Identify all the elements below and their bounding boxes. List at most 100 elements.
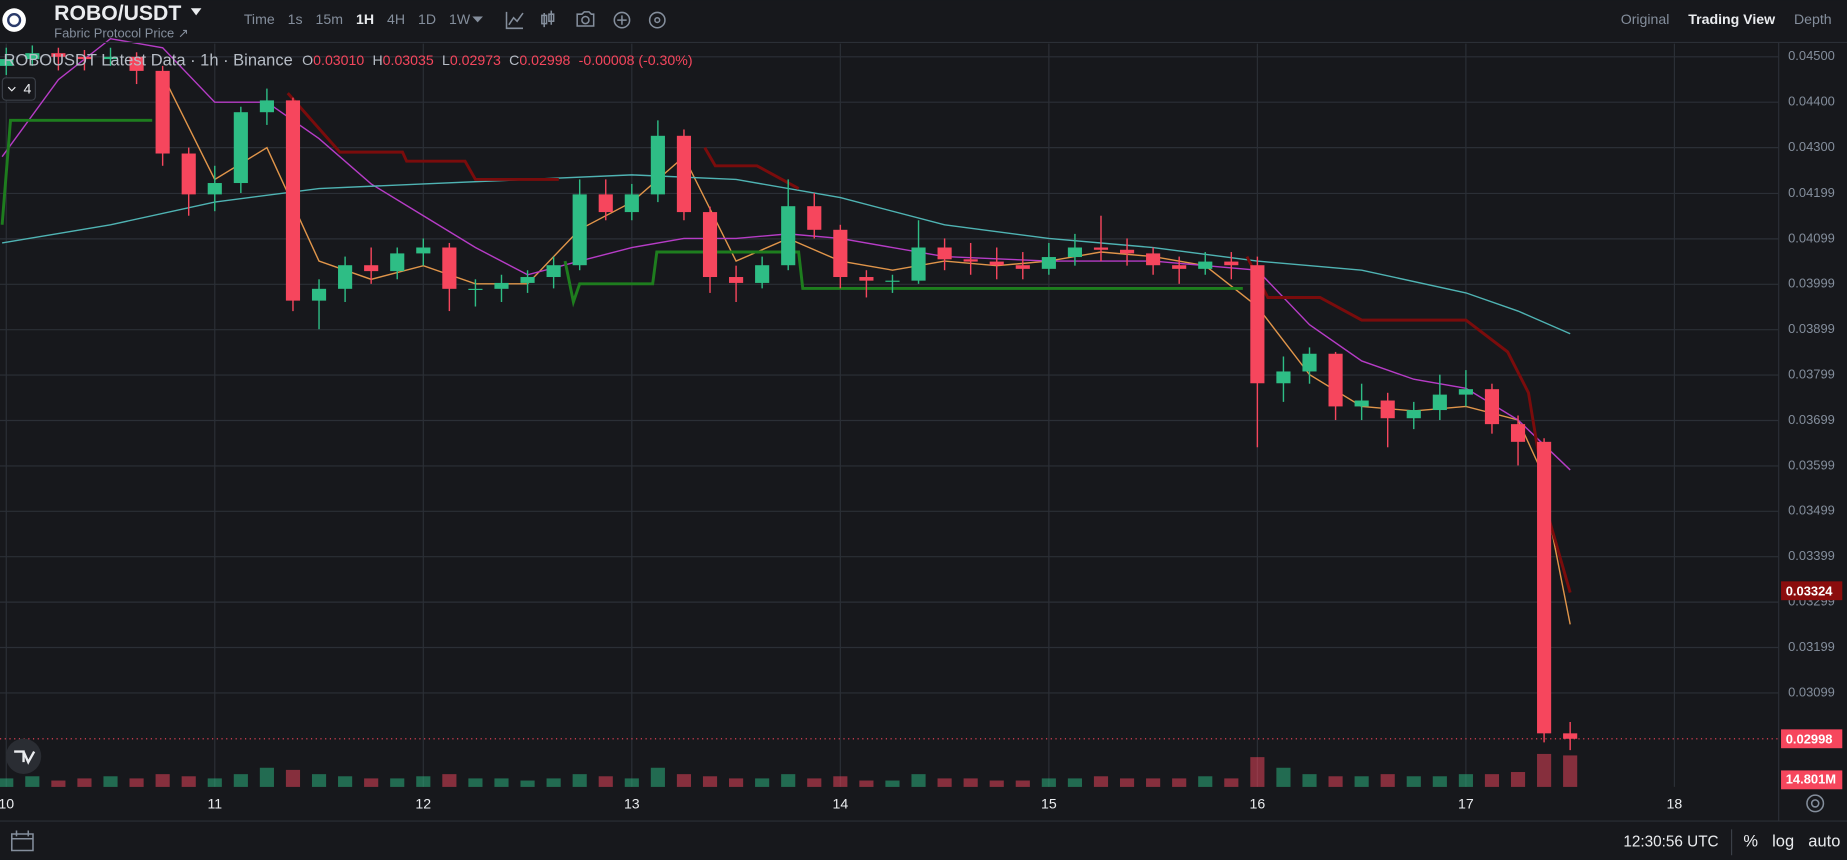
y-tick-label: 0.03899 — [1788, 321, 1835, 336]
clock: 12:30:56 UTC — [1623, 833, 1718, 850]
volume-bar — [129, 778, 144, 787]
timeframe-button[interactable]: 15m — [316, 11, 343, 27]
volume-bar — [1198, 776, 1213, 787]
candle-body — [1067, 247, 1082, 258]
candle-body — [129, 56, 144, 71]
indicator-line — [2, 174, 1571, 335]
indicator-line — [0, 118, 1243, 308]
volume-bar — [103, 776, 118, 787]
volume-bar — [885, 780, 900, 787]
pair-subtitle[interactable]: Fabric Protocol Price ↗ — [54, 26, 189, 41]
timeframes: Time 1s 15m 1H 4H 1D 1W — [244, 11, 471, 27]
view-tab[interactable]: Depth — [1794, 11, 1832, 27]
candle-body — [416, 247, 431, 254]
legend: ROBOUSDT Latest Data · 1h · Binance O 0.03… — [4, 52, 693, 70]
y-tick-label: 0.03099 — [1788, 684, 1835, 699]
timeframe-button[interactable]: 1W — [449, 11, 471, 27]
volume-bar — [807, 778, 822, 787]
volume-bar — [650, 767, 665, 787]
pair-dropdown[interactable] — [190, 8, 202, 16]
indicator-icon[interactable] — [505, 11, 524, 30]
candle-body — [937, 247, 952, 260]
y-tick-label: 0.03999 — [1788, 276, 1835, 291]
volume-bar — [1302, 774, 1317, 787]
view-tab[interactable]: Original — [1621, 11, 1670, 27]
axis-settings-icon[interactable] — [1806, 794, 1825, 813]
y-tick-label: 0.03499 — [1788, 503, 1835, 518]
add-icon-cross — [617, 15, 627, 25]
candle-body — [598, 194, 613, 213]
timeframe-button[interactable]: 1H — [356, 11, 374, 27]
pair-title[interactable]: ROBO/USDT — [54, 2, 181, 25]
volume-bar — [311, 774, 327, 787]
indicator-toggle[interactable] — [1, 77, 36, 101]
candle-body — [833, 229, 848, 278]
scale-option[interactable]: log — [1772, 833, 1794, 851]
candle-body — [1354, 400, 1369, 407]
candle-body — [1119, 249, 1135, 254]
timeframe-button[interactable]: 1D — [418, 11, 436, 27]
volume-bar — [1510, 772, 1526, 787]
indicator-count: 4 — [24, 80, 32, 96]
volume-bar — [755, 778, 770, 787]
volume-bar — [416, 776, 431, 787]
indicator-line — [162, 74, 1571, 625]
y-tick-label: 0.03799 — [1788, 367, 1835, 382]
volume-bar — [1406, 776, 1421, 787]
volume-bar — [676, 774, 692, 787]
volume-bar — [390, 778, 405, 787]
x-tick-label: 15 — [1041, 795, 1057, 811]
legend-key: O — [302, 52, 313, 68]
candle-body — [364, 265, 379, 272]
timeframe-button[interactable]: 1s — [288, 11, 303, 27]
volume-bar — [25, 776, 40, 787]
chart-type-icon[interactable] — [541, 10, 555, 28]
candle-body — [572, 194, 587, 266]
volume-bar — [1067, 778, 1082, 787]
timeframe-button[interactable]: 4H — [387, 11, 405, 27]
volume-tag-label: 14.801M — [1786, 771, 1836, 786]
view-tabs: Depth Trading View Original — [1621, 11, 1832, 27]
price-tag-label: 0.03324 — [1786, 583, 1834, 598]
candle-body — [1563, 733, 1578, 739]
candle-body — [494, 282, 509, 289]
volume-bar — [1276, 767, 1291, 787]
volume-bar — [207, 778, 222, 787]
coin-icon[interactable] — [2, 8, 26, 32]
volume-bar — [1093, 776, 1109, 787]
settings-icon[interactable] — [648, 11, 666, 29]
candle-body — [0, 59, 14, 66]
legend-change: -0.00008 (-0.30%) — [579, 52, 693, 68]
volume-bar — [1432, 776, 1447, 787]
date-range-icon[interactable] — [11, 830, 34, 852]
candle-body — [781, 206, 796, 266]
volume-bar — [338, 776, 353, 787]
screenshot-icon[interactable] — [576, 11, 595, 27]
volume-bar — [859, 780, 874, 787]
view-tab[interactable]: Trading View — [1688, 11, 1776, 27]
candle-body — [1510, 424, 1526, 442]
scale-option[interactable]: % — [1743, 833, 1758, 851]
candle-body — [520, 277, 535, 283]
candle-body — [755, 265, 770, 283]
candle-body — [1276, 371, 1291, 384]
indicator-chevron — [7, 86, 16, 92]
legend-value: 0.02973 — [450, 52, 501, 68]
add-icon[interactable] — [613, 11, 631, 29]
more-timeframes[interactable] — [472, 16, 483, 23]
volume-bar — [0, 778, 14, 787]
volume-bar — [598, 776, 613, 787]
candle-body — [468, 288, 483, 291]
timeframe-button[interactable]: Time — [244, 11, 275, 27]
volume-bar — [468, 778, 483, 787]
volume-bar — [572, 774, 587, 787]
indicator-line — [1, 37, 1571, 471]
candle-body — [25, 53, 40, 60]
candle-body — [207, 183, 222, 195]
x-tick-label: 16 — [1250, 795, 1266, 811]
candle-body — [859, 277, 874, 281]
x-tick-label: 14 — [832, 795, 848, 811]
candle-body — [1198, 261, 1213, 269]
scale-option[interactable]: auto — [1808, 833, 1840, 851]
